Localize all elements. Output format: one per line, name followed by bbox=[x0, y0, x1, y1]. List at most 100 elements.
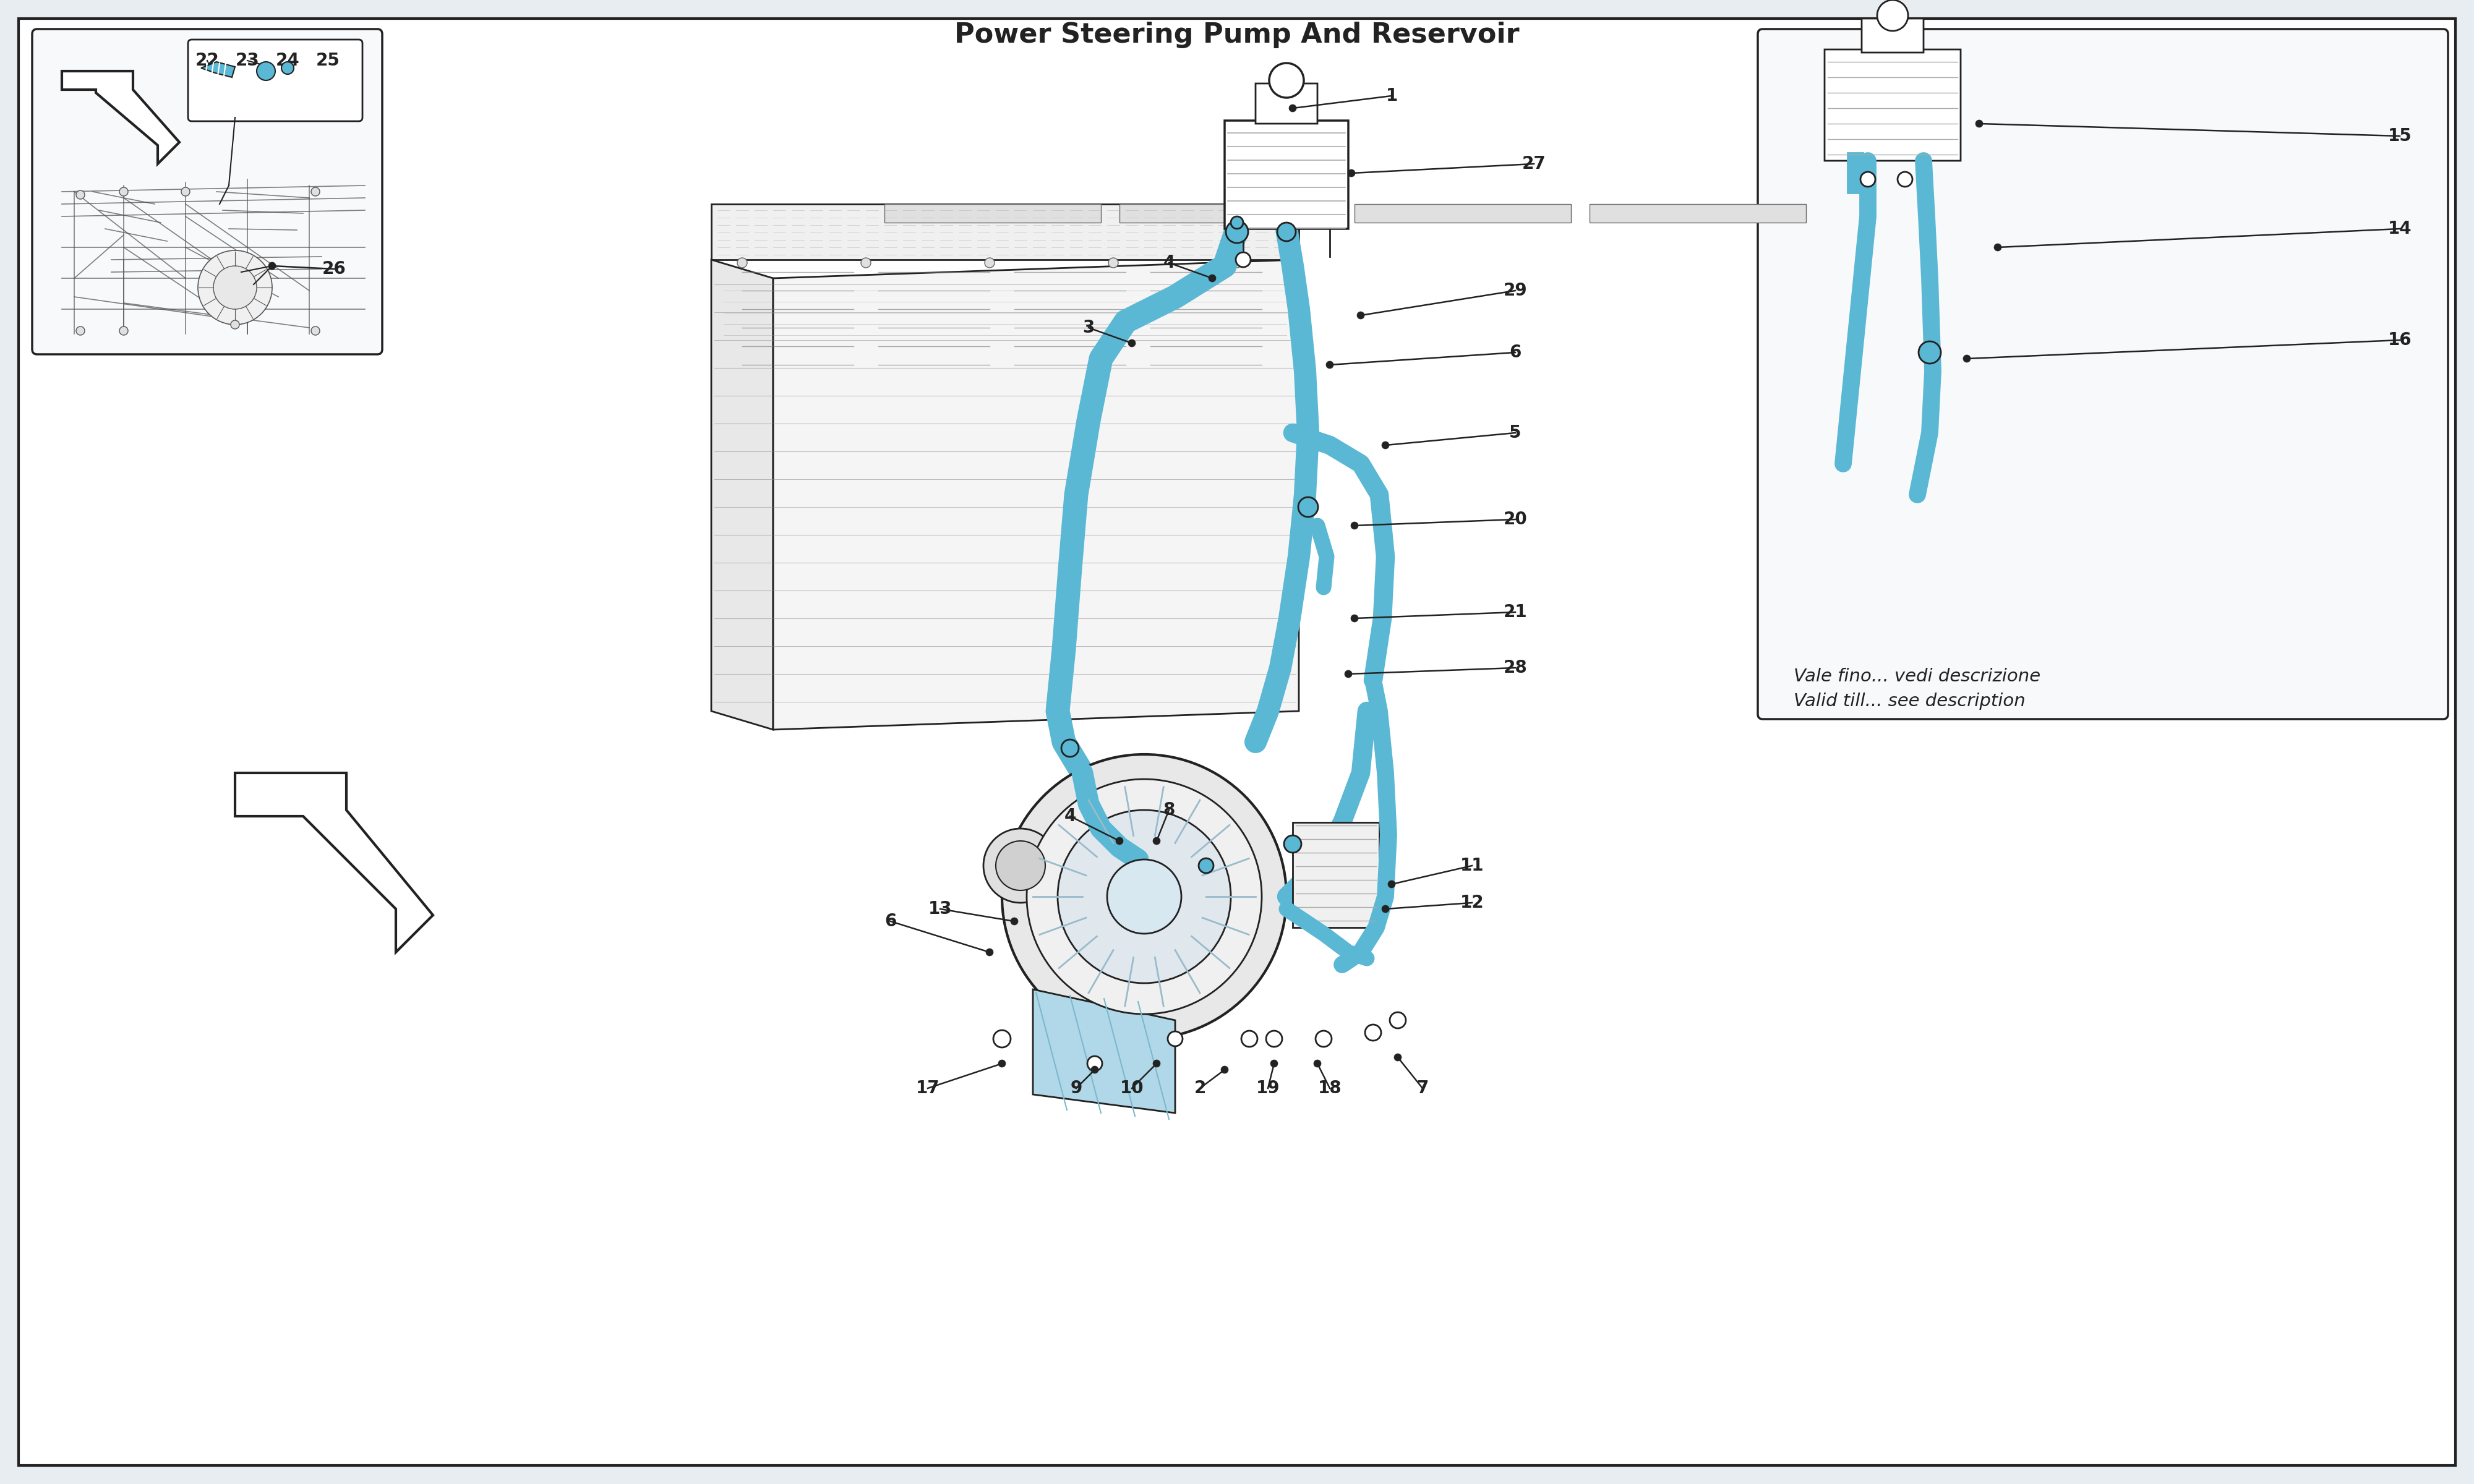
FancyBboxPatch shape bbox=[1863, 18, 1925, 52]
Circle shape bbox=[1089, 1057, 1103, 1071]
Circle shape bbox=[1269, 62, 1304, 98]
Text: 12: 12 bbox=[1460, 893, 1484, 911]
Circle shape bbox=[1351, 522, 1358, 530]
Text: 22: 22 bbox=[195, 52, 220, 70]
Text: 15: 15 bbox=[2387, 128, 2412, 144]
Text: 7: 7 bbox=[1418, 1080, 1427, 1097]
Circle shape bbox=[1116, 837, 1123, 844]
Circle shape bbox=[213, 266, 257, 309]
Polygon shape bbox=[713, 203, 1299, 260]
Circle shape bbox=[737, 258, 747, 267]
Text: 28: 28 bbox=[1504, 659, 1526, 677]
Text: Power Steering Pump And Reservoir: Power Steering Pump And Reservoir bbox=[955, 22, 1519, 47]
Circle shape bbox=[312, 187, 319, 196]
Circle shape bbox=[995, 841, 1044, 890]
Text: 4: 4 bbox=[1163, 254, 1175, 272]
Circle shape bbox=[985, 948, 995, 956]
Circle shape bbox=[999, 1060, 1004, 1067]
Circle shape bbox=[1974, 120, 1984, 128]
Text: 5: 5 bbox=[1509, 424, 1522, 442]
Circle shape bbox=[1346, 671, 1351, 678]
Text: 20: 20 bbox=[1504, 510, 1526, 528]
Text: 3: 3 bbox=[1084, 319, 1094, 337]
Circle shape bbox=[1390, 1012, 1405, 1028]
Circle shape bbox=[1348, 169, 1356, 177]
Text: 6: 6 bbox=[886, 913, 896, 930]
Text: 25: 25 bbox=[317, 52, 339, 70]
Text: 27: 27 bbox=[1522, 156, 1546, 172]
Text: 18: 18 bbox=[1319, 1080, 1341, 1097]
Circle shape bbox=[257, 62, 275, 80]
Circle shape bbox=[1242, 1031, 1257, 1046]
Circle shape bbox=[1108, 258, 1118, 267]
FancyBboxPatch shape bbox=[1225, 120, 1348, 229]
Circle shape bbox=[312, 326, 319, 335]
Circle shape bbox=[1061, 739, 1079, 757]
Circle shape bbox=[1380, 905, 1390, 913]
Polygon shape bbox=[772, 260, 1299, 730]
Circle shape bbox=[1232, 217, 1244, 229]
Circle shape bbox=[1002, 754, 1286, 1039]
Circle shape bbox=[119, 187, 129, 196]
Text: 21: 21 bbox=[1504, 604, 1526, 620]
Circle shape bbox=[1108, 859, 1183, 933]
Circle shape bbox=[1232, 258, 1242, 267]
FancyBboxPatch shape bbox=[1826, 49, 1959, 160]
Circle shape bbox=[77, 326, 84, 335]
Circle shape bbox=[230, 321, 240, 329]
Circle shape bbox=[1395, 1054, 1400, 1061]
Circle shape bbox=[198, 251, 272, 325]
Circle shape bbox=[1351, 614, 1358, 622]
Circle shape bbox=[282, 62, 294, 74]
Circle shape bbox=[995, 1030, 1012, 1048]
Circle shape bbox=[1380, 442, 1390, 448]
Text: Vale fino... vedi descrizione: Vale fino... vedi descrizione bbox=[1794, 668, 2041, 686]
Text: 9: 9 bbox=[1071, 1080, 1081, 1097]
Circle shape bbox=[1027, 779, 1262, 1014]
Circle shape bbox=[1388, 880, 1395, 887]
Circle shape bbox=[985, 828, 1059, 902]
Polygon shape bbox=[1588, 203, 1806, 223]
Circle shape bbox=[1237, 252, 1252, 267]
Circle shape bbox=[985, 258, 995, 267]
Text: 16: 16 bbox=[2387, 331, 2412, 349]
Circle shape bbox=[1012, 917, 1019, 925]
Polygon shape bbox=[713, 260, 772, 730]
Circle shape bbox=[861, 258, 871, 267]
Circle shape bbox=[1153, 837, 1160, 844]
Circle shape bbox=[1207, 275, 1217, 282]
Polygon shape bbox=[1118, 203, 1336, 223]
Text: 17: 17 bbox=[915, 1080, 940, 1097]
FancyBboxPatch shape bbox=[188, 40, 361, 122]
Text: 26: 26 bbox=[322, 260, 346, 278]
Circle shape bbox=[267, 263, 277, 270]
Circle shape bbox=[1898, 172, 1912, 187]
Text: 13: 13 bbox=[928, 901, 952, 917]
Circle shape bbox=[1920, 341, 1940, 364]
Circle shape bbox=[1314, 1060, 1321, 1067]
Circle shape bbox=[1128, 340, 1136, 347]
Text: 8: 8 bbox=[1163, 801, 1175, 819]
Text: 2: 2 bbox=[1195, 1080, 1205, 1097]
Circle shape bbox=[1964, 355, 1969, 362]
Circle shape bbox=[1227, 221, 1249, 243]
Text: 29: 29 bbox=[1504, 282, 1526, 300]
Circle shape bbox=[1299, 497, 1319, 516]
Text: Valid till... see description: Valid till... see description bbox=[1794, 693, 2026, 709]
FancyBboxPatch shape bbox=[1257, 83, 1316, 123]
Polygon shape bbox=[886, 203, 1101, 223]
Polygon shape bbox=[1291, 822, 1380, 927]
Circle shape bbox=[1860, 172, 1875, 187]
Circle shape bbox=[1366, 1024, 1380, 1040]
Circle shape bbox=[77, 190, 84, 199]
Circle shape bbox=[1326, 361, 1333, 368]
Polygon shape bbox=[62, 71, 178, 163]
FancyBboxPatch shape bbox=[32, 30, 381, 355]
Polygon shape bbox=[235, 773, 433, 953]
Circle shape bbox=[1168, 1031, 1183, 1046]
Text: 24: 24 bbox=[275, 52, 299, 70]
Circle shape bbox=[1059, 810, 1232, 982]
Circle shape bbox=[1994, 243, 2001, 251]
Circle shape bbox=[1267, 1031, 1282, 1046]
Text: 14: 14 bbox=[2387, 220, 2412, 237]
